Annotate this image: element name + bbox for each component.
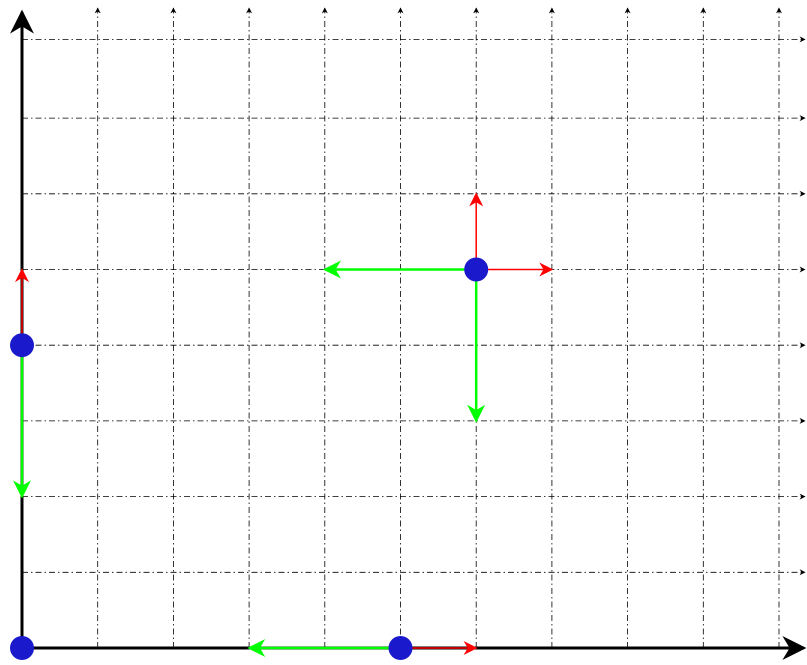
point-bottom-edge xyxy=(388,636,413,660)
axes xyxy=(9,9,807,660)
point-interior xyxy=(464,257,489,282)
point-left-edge xyxy=(10,333,34,358)
point-origin xyxy=(10,636,34,660)
vectors xyxy=(13,192,554,657)
points xyxy=(10,257,489,660)
grid-lines xyxy=(22,7,806,648)
